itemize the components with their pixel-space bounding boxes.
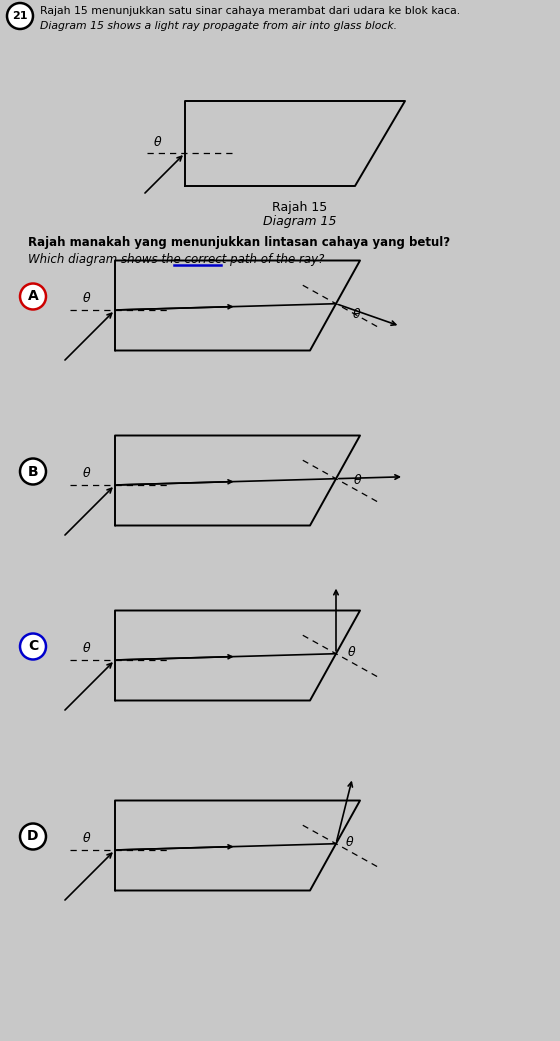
Text: Which diagram shows the correct path of the ray?: Which diagram shows the correct path of … <box>28 253 324 266</box>
Text: Diagram 15 shows a light ray propagate from air into glass block.: Diagram 15 shows a light ray propagate f… <box>40 21 397 31</box>
Text: $\theta$: $\theta$ <box>82 641 92 655</box>
Text: C: C <box>28 639 38 654</box>
Circle shape <box>20 634 46 660</box>
Text: $\theta$: $\theta$ <box>82 291 92 305</box>
Text: $\theta$: $\theta$ <box>82 466 92 480</box>
Text: 21: 21 <box>12 11 28 21</box>
Circle shape <box>7 3 33 29</box>
Circle shape <box>20 823 46 849</box>
Text: $\theta$: $\theta$ <box>347 645 356 659</box>
Text: $\theta$: $\theta$ <box>352 307 362 322</box>
Text: $\theta$: $\theta$ <box>345 835 354 849</box>
Text: D: D <box>27 830 39 843</box>
Circle shape <box>20 458 46 484</box>
Circle shape <box>20 283 46 309</box>
Text: $\theta$: $\theta$ <box>82 831 92 845</box>
Text: Rajah manakah yang menunjukkan lintasan cahaya yang betul?: Rajah manakah yang menunjukkan lintasan … <box>28 236 450 249</box>
Text: A: A <box>27 289 39 304</box>
Text: $\theta$: $\theta$ <box>153 135 163 149</box>
Text: Rajah 15: Rajah 15 <box>272 201 328 214</box>
Text: $\theta$: $\theta$ <box>353 473 362 486</box>
Text: B: B <box>27 464 38 479</box>
Text: Rajah 15 menunjukkan satu sinar cahaya merambat dari udara ke blok kaca.: Rajah 15 menunjukkan satu sinar cahaya m… <box>40 6 460 16</box>
Text: Diagram 15: Diagram 15 <box>263 215 337 228</box>
